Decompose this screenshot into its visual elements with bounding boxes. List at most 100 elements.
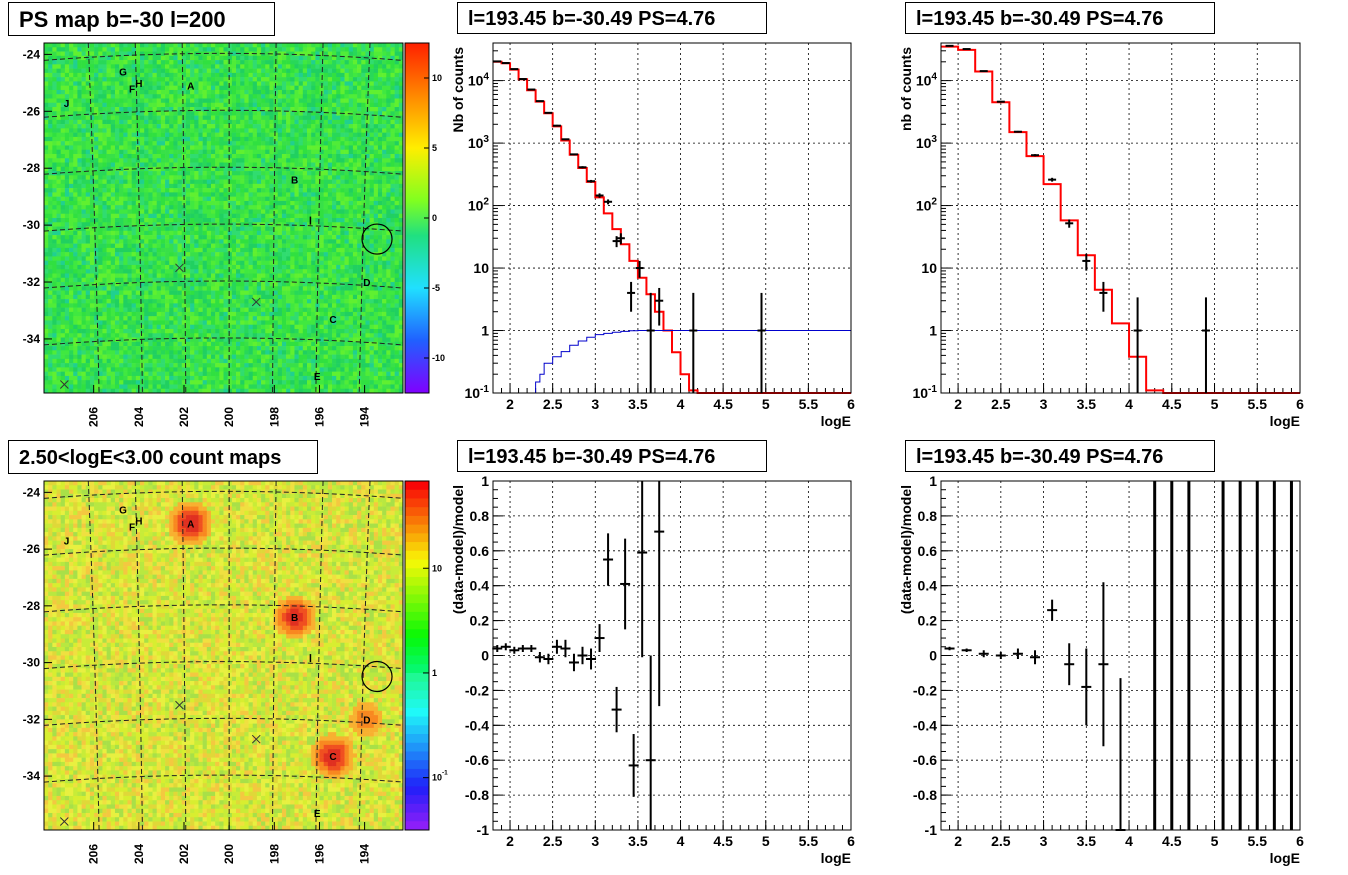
map-pixel [340, 264, 345, 270]
map-pixel [206, 243, 212, 249]
map-pixel [236, 98, 241, 104]
map-pixel [160, 47, 166, 52]
map-pixel [181, 89, 187, 95]
map-pixel [110, 277, 116, 283]
map-pixel [85, 192, 91, 197]
map-pixel [102, 235, 107, 240]
map-pixel [140, 256, 145, 261]
map-pixel [190, 256, 195, 261]
map-pixel [85, 175, 91, 180]
map-pixel [357, 260, 362, 266]
map-pixel [261, 111, 266, 116]
map-pixel [332, 200, 337, 206]
map-pixel [327, 226, 333, 232]
map-pixel [327, 77, 333, 82]
map-pixel [135, 64, 141, 69]
map-pixel [73, 124, 78, 129]
map-pixel [69, 222, 74, 227]
map-pixel [294, 153, 299, 159]
map-pixel [394, 43, 400, 48]
map-pixel [85, 153, 91, 159]
map-pixel [231, 115, 237, 121]
map-pixel [369, 162, 375, 168]
map-pixel [365, 94, 370, 99]
map-pixel [340, 175, 345, 180]
map-pixel [277, 264, 283, 270]
map-pixel [248, 107, 254, 112]
map-pixel [60, 111, 66, 116]
map-pixel [148, 55, 153, 61]
map-pixel [248, 213, 254, 219]
map-pixel [202, 89, 208, 95]
map-pixel [240, 124, 245, 129]
map-pixel [357, 162, 362, 168]
map-pixel [231, 111, 237, 116]
map-pixel [152, 136, 157, 142]
map-pixel [140, 230, 145, 236]
map-pixel [315, 64, 320, 69]
map-pixel [311, 192, 316, 197]
map-pixel [277, 175, 283, 180]
map-pixel [382, 111, 387, 116]
map-pixel [56, 77, 61, 82]
map-pixel [73, 64, 78, 69]
map-pixel [44, 264, 49, 270]
map-pixel [277, 235, 283, 240]
map-pixel [102, 153, 107, 159]
map-pixel [240, 218, 245, 223]
map-pixel [44, 43, 49, 48]
map-pixel [298, 47, 304, 52]
map-pixel [256, 235, 262, 240]
map-pixel [227, 183, 233, 189]
map-pixel [210, 102, 216, 108]
map-pixel [73, 218, 78, 223]
map-pixel [223, 200, 228, 206]
map-pixel [135, 158, 141, 163]
map-pixel [119, 124, 124, 129]
map-pixel [127, 111, 132, 116]
map-pixel [281, 64, 287, 69]
map-pixel [148, 149, 153, 155]
map-pixel [390, 273, 395, 279]
map-pixel [69, 239, 74, 244]
map-pixel [156, 247, 162, 253]
map-pixel [361, 209, 366, 215]
map-pixel [215, 141, 220, 146]
map-pixel [298, 205, 304, 210]
map-pixel [332, 102, 337, 108]
map-pixel [319, 247, 324, 253]
map-pixel [165, 43, 170, 48]
map-pixel [344, 213, 350, 219]
map-pixel [386, 132, 391, 138]
map-pixel [323, 98, 329, 104]
map-pixel [185, 209, 191, 215]
map-pixel [106, 102, 112, 108]
map-pixel [185, 128, 191, 133]
map-pixel [369, 200, 375, 206]
map-pixel [240, 77, 245, 82]
map-pixel [294, 60, 299, 65]
map-pixel [73, 77, 78, 82]
map-pixel [102, 205, 107, 210]
map-pixel [165, 136, 170, 142]
map-pixel [261, 218, 266, 223]
map-pixel [311, 51, 316, 57]
map-pixel [315, 188, 320, 193]
map-pixel [357, 218, 362, 223]
map-pixel [131, 60, 137, 65]
map-pixel [261, 256, 266, 261]
map-pixel [357, 68, 362, 74]
map-pixel [277, 196, 283, 202]
map-pixel [81, 205, 87, 210]
map-pixel [135, 85, 141, 91]
map-pixel [114, 282, 120, 287]
map-pixel [127, 286, 132, 291]
map-pixel [344, 115, 350, 121]
map-pixel [52, 166, 57, 172]
map-pixel [69, 64, 74, 69]
map-pixel [177, 128, 183, 133]
map-pixel [231, 132, 237, 138]
map-pixel [290, 128, 295, 133]
map-pixel [77, 81, 82, 86]
map-pixel [352, 60, 358, 65]
